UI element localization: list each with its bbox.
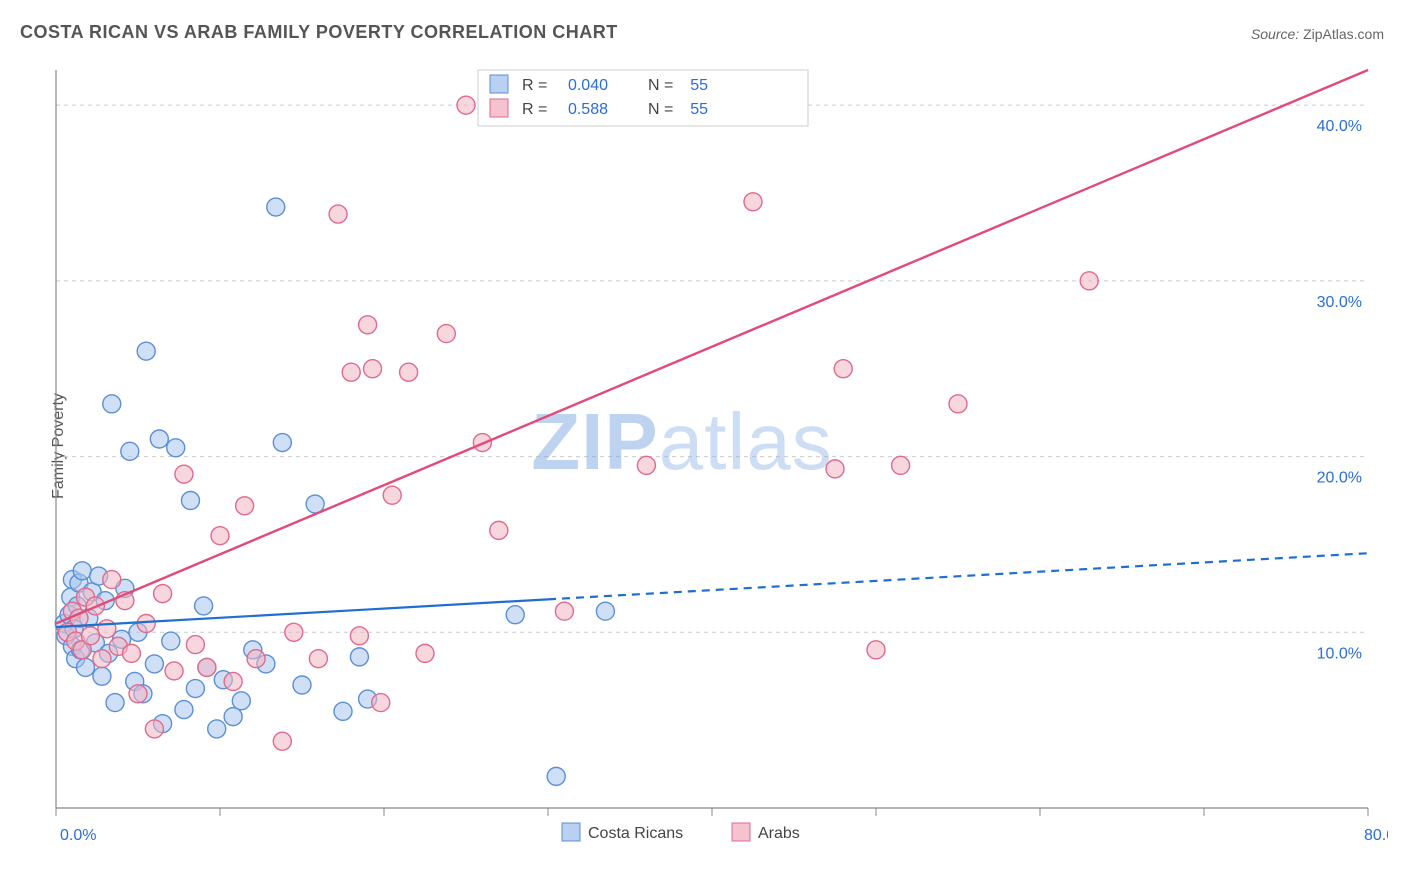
legend-series-label: Arabs (758, 825, 800, 842)
data-point (211, 527, 229, 545)
data-point (98, 620, 116, 638)
data-point (555, 602, 573, 620)
data-point (81, 627, 99, 645)
legend-n-label: N = (648, 77, 673, 94)
data-point (93, 650, 111, 668)
data-point (154, 585, 172, 603)
data-point (129, 685, 147, 703)
legend-r-value: 0.040 (568, 77, 608, 94)
watermark: ZIPatlas (531, 397, 832, 486)
data-point (273, 434, 291, 452)
data-point (121, 442, 139, 460)
data-point (145, 720, 163, 738)
data-point (744, 193, 762, 211)
y-tick-label: 20.0% (1317, 470, 1362, 487)
y-tick-label: 40.0% (1317, 118, 1362, 135)
data-point (77, 658, 95, 676)
data-point (145, 655, 163, 673)
data-point (826, 460, 844, 478)
data-point (457, 96, 475, 114)
chart-title: COSTA RICAN VS ARAB FAMILY POVERTY CORRE… (20, 22, 618, 43)
legend-r-label: R = (522, 101, 547, 118)
data-point (490, 521, 508, 539)
y-tick-label: 10.0% (1317, 645, 1362, 662)
data-point (834, 360, 852, 378)
data-point (247, 650, 265, 668)
data-point (208, 720, 226, 738)
data-point (273, 732, 291, 750)
legend-swatch (562, 823, 580, 841)
data-point (372, 694, 390, 712)
data-point (342, 363, 360, 381)
data-point (267, 198, 285, 216)
data-point (103, 571, 121, 589)
x-origin-label: 0.0% (60, 827, 96, 844)
legend-swatch (732, 823, 750, 841)
data-point (236, 497, 254, 515)
data-point (350, 627, 368, 645)
x-end-label: 80.0% (1364, 827, 1388, 844)
data-point (175, 465, 193, 483)
data-point (106, 694, 124, 712)
scatter-chart: 10.0% 20.0% 30.0% 40.0% ZIPatlas 0.0% 80.0% R =… (48, 60, 1388, 850)
data-point (416, 644, 434, 662)
data-point (175, 701, 193, 719)
data-point (195, 597, 213, 615)
data-point (359, 316, 377, 334)
data-point (596, 602, 614, 620)
data-point (892, 456, 910, 474)
data-point (309, 650, 327, 668)
data-point (329, 205, 347, 223)
data-point (167, 439, 185, 457)
data-point (867, 641, 885, 659)
legend-r-value: 0.588 (568, 101, 608, 118)
data-point (165, 662, 183, 680)
data-point (224, 708, 242, 726)
data-point (949, 395, 967, 413)
data-point (350, 648, 368, 666)
data-point (137, 615, 155, 633)
data-point (364, 360, 382, 378)
y-tick-label: 30.0% (1317, 294, 1362, 311)
data-point (285, 623, 303, 641)
data-point (150, 430, 168, 448)
legend-r-label: R = (522, 77, 547, 94)
data-point (224, 672, 242, 690)
data-point (383, 486, 401, 504)
legend-n-value: 55 (690, 77, 708, 94)
data-point (547, 767, 565, 785)
data-point (400, 363, 418, 381)
series-legend: Costa Ricans Arabs (562, 823, 800, 842)
data-point (122, 644, 140, 662)
data-point (103, 395, 121, 413)
data-point (162, 632, 180, 650)
source-label: Source: (1251, 26, 1299, 42)
data-point (137, 342, 155, 360)
data-point (1080, 272, 1098, 290)
source-value: ZipAtlas.com (1303, 26, 1384, 42)
data-point (506, 606, 524, 624)
data-point (93, 667, 111, 685)
legend-n-value: 55 (690, 101, 708, 118)
data-point (73, 562, 91, 580)
data-point (232, 692, 250, 710)
data-point (186, 636, 204, 654)
plot-area: 10.0% 20.0% 30.0% 40.0% ZIPatlas 0.0% 80.0% R =… (48, 60, 1388, 850)
regression-line (56, 70, 1368, 624)
source-credit: Source: ZipAtlas.com (1251, 26, 1384, 42)
legend-swatch (490, 75, 508, 93)
data-point (437, 325, 455, 343)
data-point (293, 676, 311, 694)
data-point (181, 492, 199, 510)
legend-swatch (490, 99, 508, 117)
legend-series-label: Costa Ricans (588, 825, 683, 842)
legend-n-label: N = (648, 101, 673, 118)
data-point (186, 680, 204, 698)
regression-line-dashed (548, 553, 1368, 599)
data-point (334, 702, 352, 720)
data-point (637, 456, 655, 474)
data-point (198, 658, 216, 676)
